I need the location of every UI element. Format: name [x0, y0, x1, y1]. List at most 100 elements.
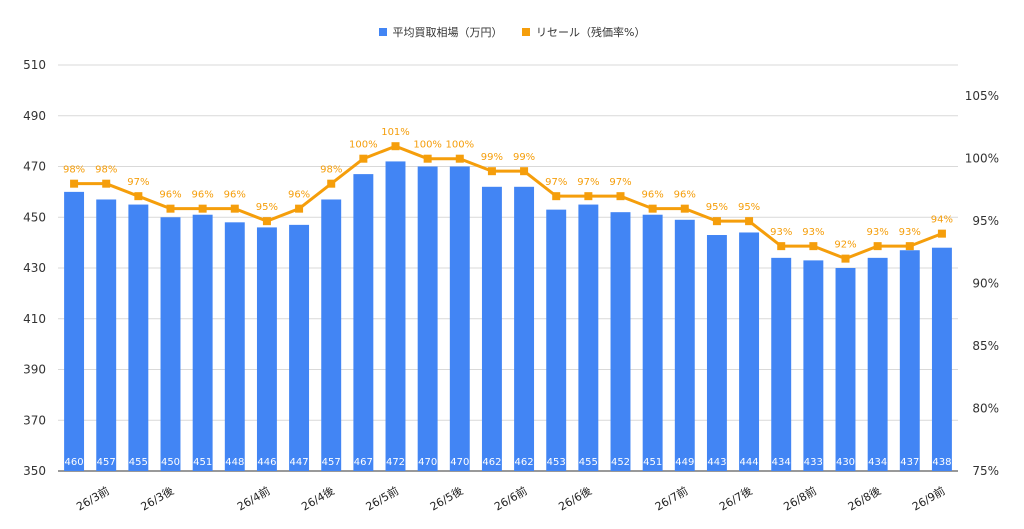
line-data-label: 97%: [609, 177, 631, 188]
x-tick-label: 26/8前: [781, 483, 819, 513]
line-point: [102, 179, 111, 188]
line-point: [295, 204, 304, 213]
bar: [449, 166, 470, 471]
x-tick-label: 26/5後: [427, 483, 465, 513]
x-tick-label: 26/9前: [910, 483, 948, 513]
bar-data-label: 470: [450, 457, 469, 468]
bar: [224, 222, 245, 471]
line-data-label: 96%: [642, 190, 664, 201]
line-point: [327, 179, 336, 188]
x-tick-label: 26/4後: [299, 483, 337, 513]
bar-data-label: 451: [643, 457, 662, 468]
bar-data-label: 447: [290, 457, 309, 468]
legend-label-bar: 平均買取相場（万円）: [392, 26, 503, 39]
line-data-label: 93%: [770, 227, 792, 238]
bar-data-label: 451: [193, 457, 212, 468]
bar-data-label: 434: [868, 457, 887, 468]
line-data-label: 95%: [738, 202, 760, 213]
bar-data-label: 455: [129, 457, 148, 468]
bar: [867, 257, 888, 471]
bar: [931, 247, 952, 471]
bar-data-label: 448: [225, 457, 244, 468]
bar-data-label: 467: [354, 457, 373, 468]
line-point: [841, 254, 850, 263]
y-left-tick-label: 510: [23, 58, 46, 72]
bar: [321, 199, 342, 472]
bar-data-label: 470: [418, 457, 437, 468]
line-point: [937, 229, 946, 238]
line-point: [455, 154, 464, 163]
bar: [835, 268, 856, 471]
line-data-label: 97%: [545, 177, 567, 188]
line-data-label: 101%: [381, 127, 410, 138]
line-point: [487, 167, 496, 176]
line-point: [391, 142, 400, 151]
line-point: [809, 242, 818, 251]
line-point: [648, 204, 657, 213]
bar-data-label: 457: [322, 457, 341, 468]
y-left-tick-label: 370: [23, 413, 46, 427]
line-point: [423, 154, 432, 163]
line-point: [166, 204, 175, 213]
line-data-label: 96%: [674, 190, 696, 201]
y-left-tick-label: 350: [23, 464, 46, 478]
bar-data-label: 450: [161, 457, 180, 468]
legend-item-bar[interactable]: 平均買取相場（万円）: [378, 24, 503, 40]
line-point: [712, 217, 721, 226]
y-right-tick-label: 90%: [972, 277, 999, 291]
bar: [256, 227, 277, 471]
line-data-label: 98%: [320, 165, 342, 176]
line-data-label: 100%: [349, 140, 378, 151]
y-left-tick-label: 490: [23, 109, 46, 123]
line-point: [777, 242, 786, 251]
bar-data-label: 430: [836, 457, 855, 468]
x-tick-label: 26/3前: [74, 483, 112, 513]
line-data-label: 99%: [481, 152, 503, 163]
line-point: [262, 217, 271, 226]
line-data-label: 98%: [95, 165, 117, 176]
line-data-label: 96%: [288, 190, 310, 201]
line-data-label: 94%: [931, 215, 953, 226]
bar: [739, 232, 760, 471]
y-right-tick-label: 75%: [972, 464, 999, 478]
bar: [289, 224, 310, 471]
x-tick-label: 26/3後: [138, 483, 176, 513]
bar: [610, 212, 631, 472]
bar: [481, 186, 502, 472]
bar: [803, 260, 824, 471]
y-left-tick-label: 470: [23, 160, 46, 174]
line-data-label: 95%: [256, 202, 278, 213]
line-point: [584, 192, 593, 201]
bar: [96, 199, 117, 472]
line-data-label: 100%: [413, 140, 442, 151]
y-left-tick-label: 430: [23, 261, 46, 275]
y-left-tick-label: 390: [23, 363, 46, 377]
line-data-label: 97%: [577, 177, 599, 188]
line-point: [552, 192, 561, 201]
bar-data-label: 453: [547, 457, 566, 468]
line-data-label: 93%: [802, 227, 824, 238]
x-tick-label: 26/4前: [235, 483, 273, 513]
line-data-label: 93%: [867, 227, 889, 238]
bar: [514, 186, 535, 472]
bar: [160, 217, 181, 471]
bar: [578, 204, 599, 471]
legend-swatch-bar: [378, 28, 387, 36]
line-point: [230, 204, 239, 213]
x-tick-label: 26/7後: [717, 483, 755, 513]
line-point: [359, 154, 368, 163]
bar-data-label: 452: [611, 457, 630, 468]
line-data-label: 96%: [192, 190, 214, 201]
y-right-tick-label: 100%: [965, 152, 999, 166]
line-data-label: 95%: [706, 202, 728, 213]
bar: [192, 214, 213, 471]
legend-item-line[interactable]: リセール（残価率%）: [522, 24, 645, 40]
bar-data-label: 449: [675, 457, 694, 468]
chart-legend: 平均買取相場（万円） リセール（残価率%）: [0, 24, 1024, 40]
bar-data-label: 462: [482, 457, 501, 468]
line-point: [134, 192, 143, 201]
line-data-label: 100%: [445, 140, 474, 151]
bar: [546, 209, 567, 471]
bar-data-label: 433: [804, 457, 823, 468]
